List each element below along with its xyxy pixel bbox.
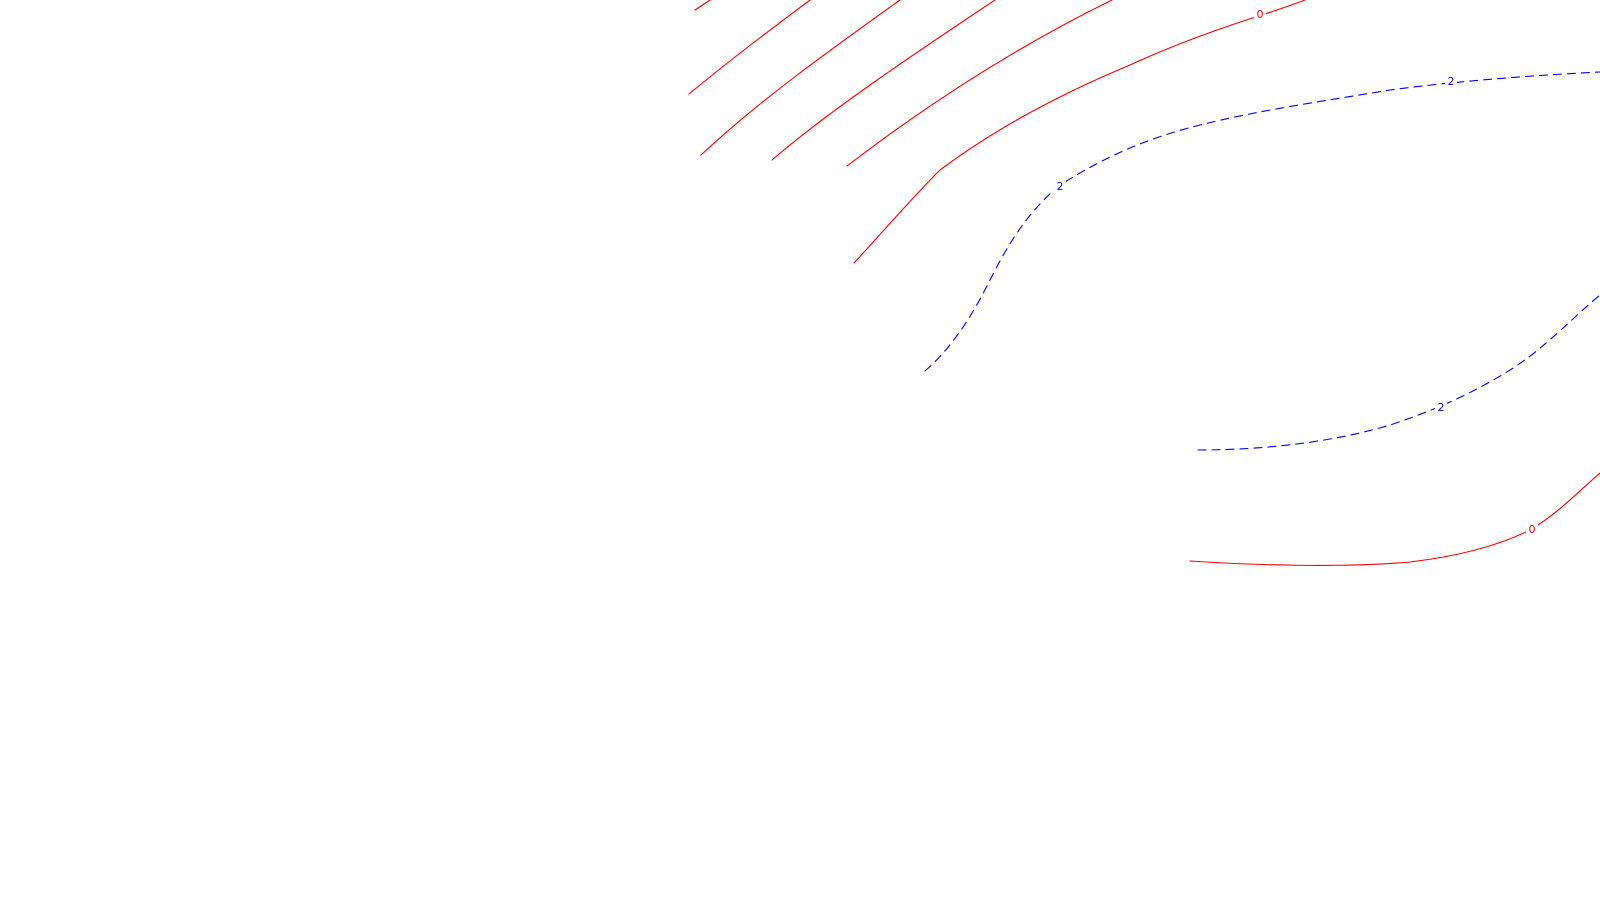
contour-labels: 0 0 2 2 2: [1054, 8, 1538, 537]
contour-label-blue-bottom: 2: [1438, 401, 1445, 414]
contour-line-blue-a: [924, 71, 1600, 372]
contour-line-red-a: [694, 0, 711, 11]
contour-line-red-g: [1189, 472, 1600, 566]
contour-line-red-b: [688, 0, 811, 95]
contour-line-red-c: [700, 0, 901, 156]
contour-label-blue-left: 2: [1057, 180, 1064, 193]
label-halo: [1445, 75, 1457, 89]
label-halo: [1254, 8, 1266, 22]
label-halo: [1526, 523, 1538, 537]
contour-label-red-bottom: 0: [1529, 523, 1536, 536]
contour-label-blue-top: 2: [1448, 75, 1455, 88]
label-halo: [1054, 180, 1066, 194]
contour-label-red-top: 0: [1257, 8, 1264, 21]
contour-line-red-e: [846, 0, 1113, 167]
label-halo: [1435, 401, 1447, 415]
contour-line-red-d: [771, 0, 996, 161]
